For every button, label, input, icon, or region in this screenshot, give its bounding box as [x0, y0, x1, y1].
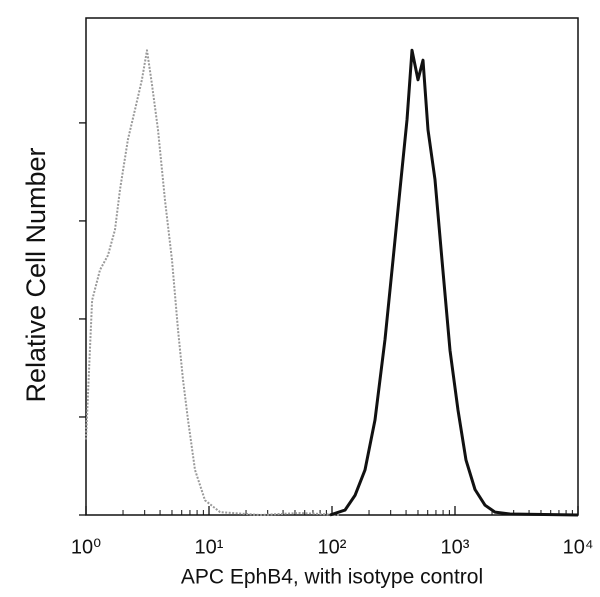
histogram-curve: [85, 49, 340, 516]
y-axis-label: Relative Cell Number: [21, 147, 51, 402]
x-tick-label: 10⁰: [71, 536, 101, 558]
x-tick-label: 10⁴: [563, 536, 594, 558]
x-tick-label: 10¹: [195, 536, 224, 558]
histogram-curve: [329, 48, 579, 517]
x-tick-label: 10³: [441, 536, 470, 558]
x-tick-label: 10²: [318, 536, 347, 558]
plot-frame: [85, 17, 579, 516]
x-axis-label: APC EphB4, with isotype control: [181, 566, 483, 589]
